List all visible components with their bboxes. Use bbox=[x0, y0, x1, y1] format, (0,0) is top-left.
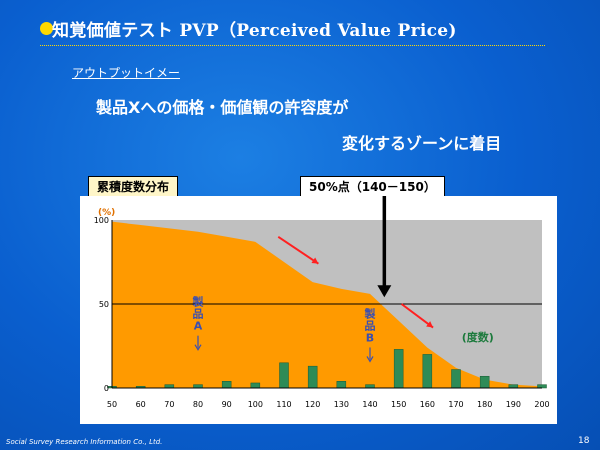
trend-arrow-2-head bbox=[426, 321, 434, 328]
frequency-bar bbox=[422, 354, 433, 389]
frequency-bar bbox=[250, 382, 261, 389]
frequency-bar bbox=[365, 384, 375, 389]
x-tick-label: 140 bbox=[362, 400, 377, 409]
x-tick-label: 180 bbox=[477, 400, 492, 409]
product-a-label: A bbox=[194, 320, 203, 333]
y-unit-label: (%) bbox=[98, 208, 115, 218]
frequency-bar bbox=[393, 349, 404, 389]
x-tick-label: 90 bbox=[222, 400, 232, 409]
slide-subtitle: アウトプットイメー bbox=[72, 66, 181, 80]
frequency-bar bbox=[508, 384, 519, 389]
y-tick-label: 0 bbox=[104, 384, 109, 393]
footer-company: Social Survey Research Information Co., … bbox=[6, 438, 163, 446]
frequency-bar bbox=[279, 362, 289, 389]
x-tick-label: 150 bbox=[391, 400, 406, 409]
slide-title: 知覚価値テスト PVP（Perceived Value Price) bbox=[52, 21, 457, 41]
x-tick-label: 170 bbox=[448, 400, 463, 409]
product-a-label: 製 bbox=[192, 295, 205, 309]
x-tick-label: 80 bbox=[193, 400, 203, 409]
frequency-bar bbox=[336, 381, 347, 389]
product-b-label: 製 bbox=[364, 306, 377, 320]
product-b-label: 品 bbox=[365, 319, 376, 332]
x-tick-label: 200 bbox=[534, 400, 549, 409]
product-b-label-arrowhead bbox=[366, 356, 374, 363]
trend-arrow-2 bbox=[400, 303, 434, 329]
median-arrowhead bbox=[377, 285, 392, 298]
x-tick-label: 120 bbox=[305, 400, 320, 409]
x-tick-label: 70 bbox=[164, 400, 174, 409]
frequency-bar bbox=[451, 369, 461, 389]
cumulative-area bbox=[112, 221, 542, 388]
frequency-bar bbox=[221, 381, 232, 389]
frequency-bar bbox=[307, 365, 318, 389]
heading-line-1: 製品Xへの価格・価値観の許容度が bbox=[96, 98, 349, 117]
y-tick-label: 100 bbox=[94, 216, 109, 225]
trend-arrow-1 bbox=[277, 235, 319, 265]
median-annotation: 50%点（140－150） bbox=[300, 176, 445, 198]
frequency-bar bbox=[479, 375, 490, 389]
frequency-bar bbox=[164, 384, 175, 389]
x-tick-label: 110 bbox=[276, 400, 291, 409]
bullet-icon bbox=[40, 22, 53, 35]
x-tick-label: 160 bbox=[420, 400, 435, 409]
product-b-label: B bbox=[366, 331, 374, 344]
frequency-bar bbox=[193, 384, 203, 389]
page-number: 18 bbox=[578, 436, 590, 446]
title-divider bbox=[40, 45, 545, 46]
trend-arrow-1-head bbox=[311, 257, 319, 264]
product-a-label: 品 bbox=[193, 308, 204, 321]
x-tick-label: 100 bbox=[248, 400, 263, 409]
frequency-label: (度数) bbox=[462, 330, 494, 344]
frequency-bar bbox=[537, 384, 547, 389]
y-tick-label: 50 bbox=[99, 300, 109, 309]
x-tick-label: 60 bbox=[136, 400, 146, 409]
product-a-label-arrowhead bbox=[194, 344, 202, 351]
x-tick-label: 190 bbox=[506, 400, 521, 409]
x-tick-label: 50 bbox=[107, 400, 117, 409]
x-tick-label: 130 bbox=[334, 400, 349, 409]
heading-line-2: 変化するゾーンに着目 bbox=[342, 134, 502, 153]
